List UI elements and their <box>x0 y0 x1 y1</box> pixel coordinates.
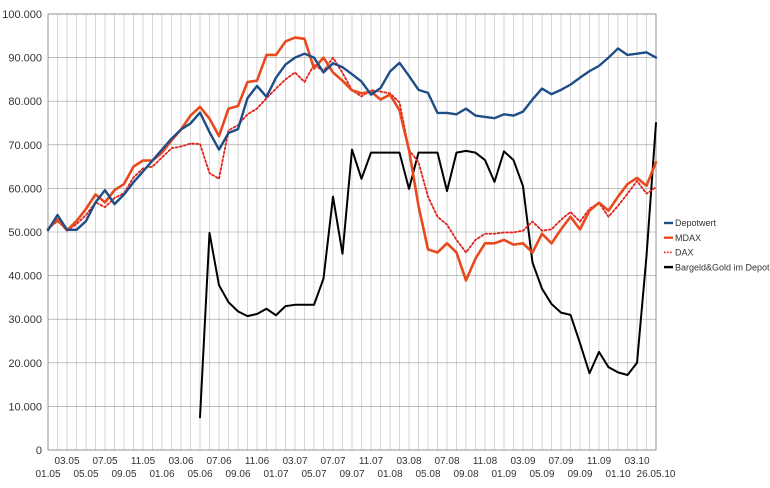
svg-text:07.07: 07.07 <box>320 456 345 467</box>
svg-text:01.09: 01.09 <box>491 469 516 480</box>
svg-text:70.000: 70.000 <box>8 140 42 152</box>
svg-text:01.06: 01.06 <box>149 469 174 480</box>
svg-text:20.000: 20.000 <box>8 358 42 370</box>
svg-text:11.05: 11.05 <box>131 456 156 467</box>
svg-text:09.09: 09.09 <box>567 469 592 480</box>
svg-text:05.05: 05.05 <box>73 469 98 480</box>
svg-text:09.06: 09.06 <box>225 469 250 480</box>
svg-text:01.08: 01.08 <box>377 469 402 480</box>
svg-text:30.000: 30.000 <box>8 314 42 326</box>
svg-text:11.08: 11.08 <box>473 456 498 467</box>
svg-text:DAX: DAX <box>675 248 694 258</box>
svg-text:50.000: 50.000 <box>8 227 42 239</box>
svg-text:40.000: 40.000 <box>8 271 42 283</box>
svg-text:05.08: 05.08 <box>415 469 440 480</box>
svg-text:11.07: 11.07 <box>359 456 384 467</box>
svg-text:01.10: 01.10 <box>605 469 630 480</box>
svg-text:03.10: 03.10 <box>624 456 649 467</box>
svg-text:Bargeld&Gold im Depot: Bargeld&Gold im Depot <box>675 262 770 272</box>
svg-text:100.000: 100.000 <box>2 9 42 21</box>
svg-text:0: 0 <box>36 445 42 457</box>
svg-text:26.05.10: 26.05.10 <box>637 469 676 480</box>
svg-text:11.06: 11.06 <box>245 456 270 467</box>
svg-text:03.05: 03.05 <box>54 456 79 467</box>
svg-text:60.000: 60.000 <box>8 183 42 195</box>
svg-text:03.07: 03.07 <box>282 456 307 467</box>
svg-text:80.000: 80.000 <box>8 96 42 108</box>
svg-text:07.09: 07.09 <box>548 456 573 467</box>
svg-text:07.06: 07.06 <box>206 456 231 467</box>
svg-text:01.07: 01.07 <box>263 469 288 480</box>
svg-text:03.09: 03.09 <box>510 456 535 467</box>
svg-text:Depotwert: Depotwert <box>675 218 717 228</box>
svg-text:10.000: 10.000 <box>8 401 42 413</box>
svg-text:03.06: 03.06 <box>168 456 193 467</box>
svg-text:05.06: 05.06 <box>187 469 212 480</box>
svg-text:01.05: 01.05 <box>35 469 60 480</box>
svg-text:07.08: 07.08 <box>434 456 459 467</box>
svg-text:09.08: 09.08 <box>453 469 478 480</box>
svg-text:05.09: 05.09 <box>529 469 554 480</box>
svg-text:09.05: 09.05 <box>111 469 136 480</box>
svg-text:MDAX: MDAX <box>675 233 701 243</box>
svg-text:11.09: 11.09 <box>587 456 612 467</box>
svg-text:03.08: 03.08 <box>396 456 421 467</box>
svg-text:07.05: 07.05 <box>92 456 117 467</box>
svg-text:09.07: 09.07 <box>339 469 364 480</box>
svg-text:90.000: 90.000 <box>8 53 42 65</box>
svg-text:05.07: 05.07 <box>301 469 326 480</box>
